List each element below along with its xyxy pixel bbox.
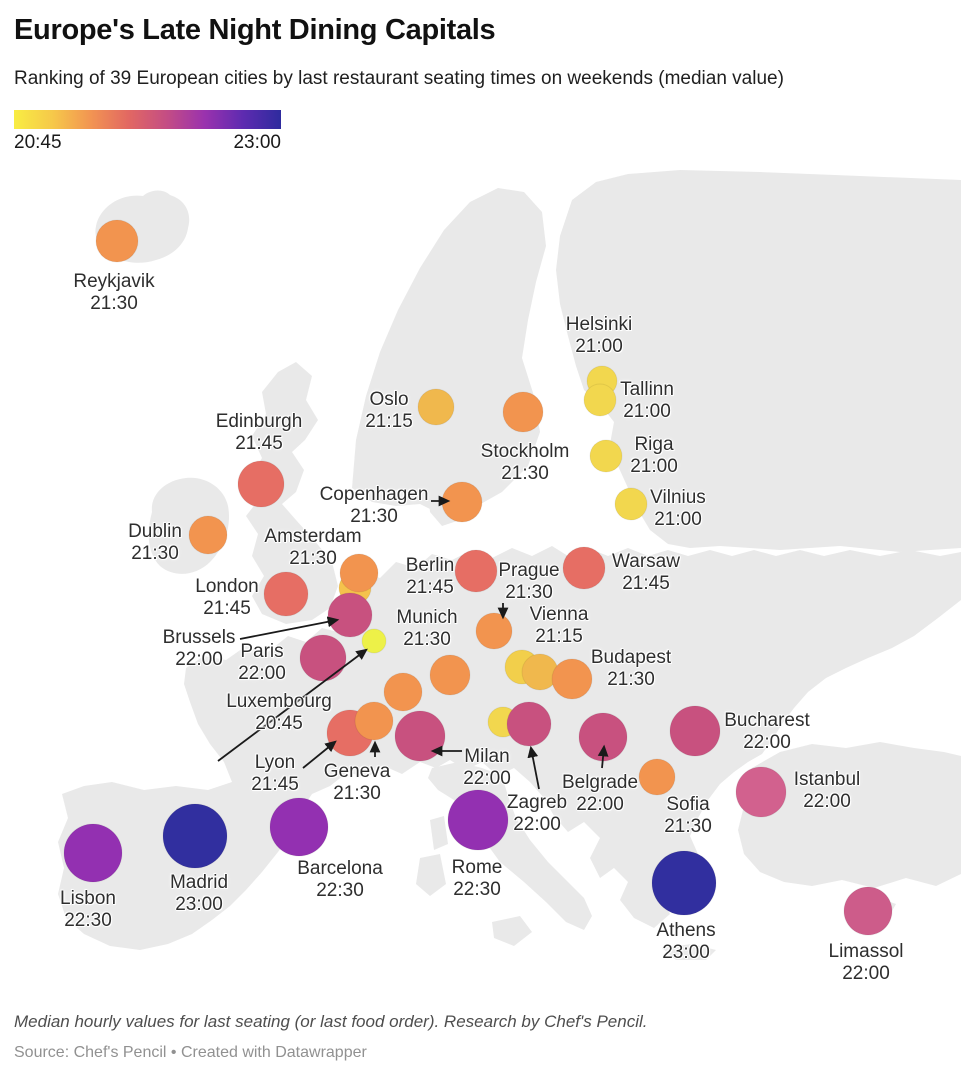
- city-marker-munich[interactable]: [429, 654, 471, 696]
- label-arrow-zagreb: [527, 745, 540, 790]
- city-marker-rome[interactable]: [447, 789, 509, 851]
- city-markers-layer: [63, 219, 893, 936]
- landmass-shape: [58, 546, 961, 950]
- city-marker-luxembourg[interactable]: [361, 628, 387, 654]
- city-marker-istanbul[interactable]: [735, 766, 787, 818]
- landmass-shape: [352, 188, 546, 516]
- city-marker-athens[interactable]: [651, 850, 717, 916]
- legend-min-label: 20:45: [14, 132, 62, 153]
- city-marker-copenhagen[interactable]: [441, 481, 483, 523]
- city-marker-barcelona[interactable]: [269, 797, 329, 857]
- color-legend-ticks: 20:45 23:00: [14, 132, 281, 154]
- city-marker-paris[interactable]: [299, 634, 347, 682]
- landmass-shape: [430, 816, 448, 850]
- page-subtitle: Ranking of 39 European cities by last re…: [14, 68, 784, 89]
- city-marker-edinburgh[interactable]: [237, 460, 285, 508]
- city-marker-bucharest[interactable]: [669, 705, 721, 757]
- city-marker-zagreb[interactable]: [506, 701, 552, 747]
- label-arrow-belgrade: [597, 744, 609, 769]
- city-marker-madrid[interactable]: [162, 803, 228, 869]
- city-marker-warsaw[interactable]: [562, 546, 606, 590]
- city-marker-tallinn[interactable]: [583, 383, 617, 417]
- city-marker-oslo[interactable]: [417, 388, 455, 426]
- city-marker-brussels[interactable]: [327, 592, 373, 638]
- city-marker-reykjavik[interactable]: [95, 219, 139, 263]
- label-arrow-lyon: [302, 740, 337, 769]
- page-title: Europe's Late Night Dining Capitals: [14, 14, 496, 46]
- footnote: Median hourly values for last seating (o…: [14, 1012, 648, 1031]
- city-marker-sofia[interactable]: [638, 758, 676, 796]
- label-arrow-luxembourg: [217, 648, 368, 762]
- city-marker-prague[interactable]: [475, 612, 513, 650]
- landmass-shape: [738, 742, 961, 888]
- source-attribution: Source: Chef's Pencil • Created with Dat…: [14, 1044, 367, 1061]
- city-marker-vilnius[interactable]: [614, 487, 648, 521]
- city-marker-amsterdam[interactable]: [339, 553, 379, 593]
- city-marker-limassol[interactable]: [843, 886, 893, 936]
- city-marker-dublin[interactable]: [188, 515, 228, 555]
- city-marker-london[interactable]: [263, 571, 309, 617]
- label-arrow-brussels: [239, 616, 340, 640]
- city-marker-stockholm[interactable]: [502, 391, 544, 433]
- color-legend-gradient: [14, 110, 281, 129]
- landmass-shape: [556, 170, 961, 552]
- city-marker-riga[interactable]: [589, 439, 623, 473]
- city-marker-budapest[interactable]: [551, 658, 593, 700]
- legend-max-label: 23:00: [233, 132, 281, 153]
- city-marker-geneva[interactable]: [354, 701, 394, 741]
- landmass-shape: [246, 362, 338, 624]
- landmass-shape: [492, 916, 532, 946]
- landmass-shape: [416, 854, 446, 896]
- city-marker-lisbon[interactable]: [63, 823, 123, 883]
- landmass-shape: [662, 944, 716, 960]
- label-arrows-layer: [217, 495, 609, 790]
- unlabeled-city-marker-2[interactable]: [383, 672, 423, 712]
- city-marker-berlin[interactable]: [454, 549, 498, 593]
- city-marker-milan[interactable]: [394, 710, 446, 762]
- europe-landmass: [58, 170, 961, 960]
